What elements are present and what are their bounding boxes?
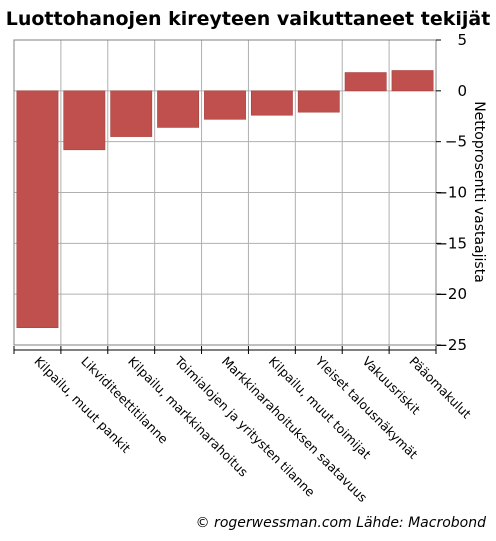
- source-note: © rogerwessman.com Lähde: Macrobond: [196, 515, 486, 531]
- x-tick-label: Kilpailu, muut pankit: [31, 354, 133, 456]
- bar-8: [344, 72, 387, 92]
- bar-2: [63, 90, 106, 151]
- bar-5: [204, 90, 246, 120]
- y-tick-label: −5: [445, 133, 467, 151]
- bar-4: [157, 90, 200, 128]
- bar-3: [110, 90, 153, 137]
- plot-area: 5 0 −5 −10 −15 −20 −25 Kilpailu, muut pankitLik…: [13, 31, 474, 505]
- y-axis-title: Nettoprosentti vastaajista: [471, 101, 487, 283]
- y-tick-label: −20: [435, 285, 467, 303]
- y-tick-label: 5: [457, 31, 467, 49]
- x-tick-label: Likviditeettitilanne: [78, 354, 171, 447]
- y-tick-label: −25: [435, 336, 467, 354]
- y-tick-label: −10: [435, 184, 467, 202]
- y-tick-label: −15: [435, 234, 467, 252]
- bar-1: [16, 90, 59, 329]
- y-tick-label: 0: [457, 82, 467, 100]
- chart-title: Luottohanojen kireyteen vaikuttaneet tek…: [6, 8, 491, 30]
- bar-9: [391, 70, 434, 92]
- bar-6: [250, 90, 293, 116]
- bar-7: [297, 90, 340, 113]
